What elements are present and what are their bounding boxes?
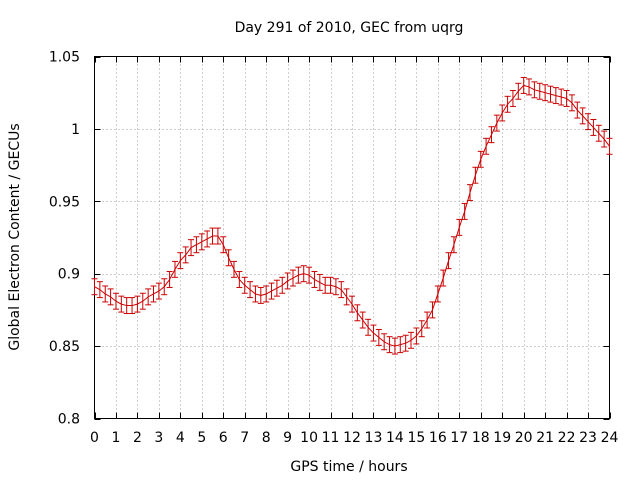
x-tick-label: 17 bbox=[450, 430, 468, 446]
x-tick-label: 3 bbox=[154, 430, 163, 446]
x-tick-label: 14 bbox=[386, 430, 404, 446]
x-tick-label: 20 bbox=[515, 430, 533, 446]
x-tick-label: 1 bbox=[111, 430, 120, 446]
x-tick-label: 13 bbox=[365, 430, 383, 446]
y-tick-label: 0.8 bbox=[58, 412, 80, 428]
grid-layer bbox=[94, 56, 610, 419]
x-tick-label: 19 bbox=[493, 430, 511, 446]
y-tick-label: 0.9 bbox=[58, 267, 80, 283]
chart-title: Day 291 of 2010, GEC from uqrg bbox=[235, 20, 464, 36]
y-tick-label: 1 bbox=[71, 122, 80, 138]
x-tick-label: 5 bbox=[197, 430, 206, 446]
x-tick-label: 0 bbox=[90, 430, 99, 446]
y-tick-label: 0.95 bbox=[49, 194, 80, 210]
x-tick-label: 22 bbox=[558, 430, 576, 446]
x-tick-label: 9 bbox=[283, 430, 292, 446]
series-layer bbox=[91, 76, 613, 355]
x-tick-label: 12 bbox=[343, 430, 361, 446]
x-tick-label: 8 bbox=[262, 430, 271, 446]
x-tick-label: 2 bbox=[133, 430, 142, 446]
x-tick-label: 4 bbox=[176, 430, 185, 446]
x-tick-label: 23 bbox=[579, 430, 597, 446]
series-line bbox=[94, 84, 610, 347]
y-tick-label: 1.05 bbox=[49, 50, 80, 66]
x-tick-label: 11 bbox=[322, 430, 340, 446]
x-tick-label: 16 bbox=[429, 430, 447, 446]
x-tick-label: 7 bbox=[240, 430, 249, 446]
x-tick-label: 18 bbox=[472, 430, 490, 446]
x-tick-label: 24 bbox=[601, 430, 619, 446]
y-tick-label: 0.85 bbox=[49, 339, 80, 355]
x-axis-label: GPS time / hours bbox=[290, 459, 407, 475]
x-tick-label: 6 bbox=[219, 430, 228, 446]
x-tick-label: 10 bbox=[300, 430, 318, 446]
x-tick-label: 15 bbox=[407, 430, 425, 446]
y-axis-label: Global Electron Content / GECUs bbox=[7, 123, 23, 350]
x-tick-label: 21 bbox=[536, 430, 554, 446]
tick-layer: 0 1 2 3 4 5 6 7 8 9 10 11 12 13 14 15 16 17 18 19 20 21 22 23 24… bbox=[49, 50, 619, 447]
